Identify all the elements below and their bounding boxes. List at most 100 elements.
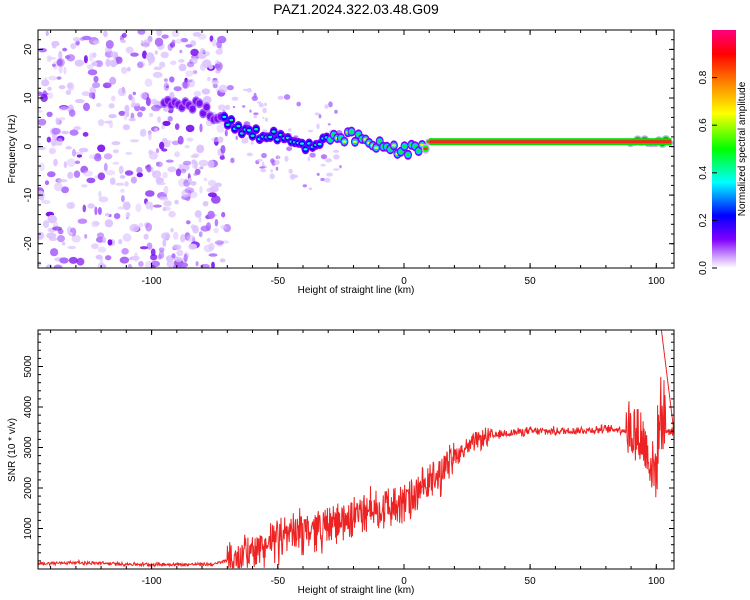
ridge-core xyxy=(225,123,230,127)
noise-blob xyxy=(121,248,129,255)
noise-blob xyxy=(47,86,52,91)
ridge-core xyxy=(377,140,382,143)
colorbar-gradient xyxy=(712,30,736,268)
noise-blob xyxy=(172,244,182,250)
colorbar-ticks: 0.0 0.2 0.4 0.6 0.8 xyxy=(698,70,717,275)
noise-blob xyxy=(58,65,63,74)
noise-blob xyxy=(46,232,57,239)
noise-blob xyxy=(38,118,47,126)
noise-blob xyxy=(181,81,190,89)
noise-blob xyxy=(208,242,215,251)
noise-blob xyxy=(171,39,176,45)
noise-blob xyxy=(180,38,189,43)
noise-blob xyxy=(132,91,136,96)
noise-blob xyxy=(105,40,114,49)
noise-blob xyxy=(50,248,59,257)
noise-blob xyxy=(82,204,87,213)
noise-blob xyxy=(194,210,202,218)
noise-blob xyxy=(139,246,149,250)
noise-blob xyxy=(124,104,130,113)
noise-blob xyxy=(57,235,65,243)
noise-blob xyxy=(52,226,63,231)
noise-blob xyxy=(125,46,134,54)
noise-blob xyxy=(48,75,57,81)
noise-blob xyxy=(207,192,217,198)
noise-blob xyxy=(211,80,220,85)
noise-blob xyxy=(142,50,147,59)
noise-blob xyxy=(65,55,71,60)
noise-blob xyxy=(230,157,235,164)
noise-blob xyxy=(86,177,96,184)
noise-blob xyxy=(167,116,173,122)
noise-blob xyxy=(217,104,226,111)
noise-blob xyxy=(105,58,111,67)
noise-blob xyxy=(169,76,175,83)
noise-blob xyxy=(53,158,58,167)
noise-blob xyxy=(89,52,94,62)
noise-blob xyxy=(148,131,152,141)
noise-blob xyxy=(45,30,49,36)
noise-blob xyxy=(160,51,169,59)
noise-blob xyxy=(198,159,209,167)
colorbar-label: Normalized spectral amplitude xyxy=(737,81,748,216)
noise-blob xyxy=(152,204,162,208)
noise-blob xyxy=(165,159,174,163)
noise-blob xyxy=(136,166,143,174)
noise-blob xyxy=(74,99,85,104)
noise-blob xyxy=(201,88,211,95)
ridge-segment xyxy=(203,103,210,111)
noise-blob xyxy=(203,177,208,182)
noise-blob xyxy=(195,261,199,267)
noise-blob xyxy=(47,171,56,178)
noise-blob xyxy=(121,32,127,38)
noise-blob xyxy=(120,39,126,43)
ridge-core xyxy=(250,134,255,137)
noise-blob xyxy=(70,43,77,50)
colorbar-tick-label: 0.0 xyxy=(698,261,709,275)
y-tick-label: 5000 xyxy=(23,355,34,378)
noise-blob xyxy=(38,48,47,53)
noise-blob xyxy=(46,136,52,143)
noise-blob xyxy=(61,130,69,135)
noise-blob xyxy=(171,253,176,259)
noise-blob xyxy=(199,48,206,54)
noise-blob xyxy=(105,169,116,176)
noise-blob xyxy=(81,91,91,97)
spectrogram-frame xyxy=(37,29,675,269)
noise-blob xyxy=(81,35,92,41)
noise-blob xyxy=(146,164,152,173)
noise-blob xyxy=(109,120,113,129)
chart-title: PAZ1.2024.322.03.48.G09 xyxy=(273,1,439,17)
ridge-core xyxy=(406,153,410,156)
snr-series-line xyxy=(38,330,674,569)
noise-blob xyxy=(129,139,139,143)
noise-blob xyxy=(246,152,253,157)
noise-blob xyxy=(150,248,156,256)
noise-blob xyxy=(76,257,85,266)
noise-blob xyxy=(83,170,93,177)
noise-blob xyxy=(56,76,62,80)
noise-blob xyxy=(207,76,211,82)
noise-blob xyxy=(289,173,296,180)
noise-blob xyxy=(154,37,164,47)
noise-blob xyxy=(284,155,289,162)
noise-blob xyxy=(108,103,115,109)
noise-blob xyxy=(63,66,67,75)
noise-blob xyxy=(73,170,81,178)
noise-blob xyxy=(204,51,210,57)
noise-blob xyxy=(158,196,169,201)
noise-blob xyxy=(333,154,340,160)
noise-blob xyxy=(207,159,215,169)
noise-blob xyxy=(334,109,338,114)
noise-blob xyxy=(259,166,266,169)
noise-blob xyxy=(264,102,267,107)
noise-blob xyxy=(83,55,88,64)
noise-blob xyxy=(96,232,105,239)
noise-blob xyxy=(287,128,292,132)
ridge-core xyxy=(300,142,304,145)
noise-blob xyxy=(325,158,332,163)
noise-blob xyxy=(216,124,225,133)
noise-blob xyxy=(214,240,224,245)
